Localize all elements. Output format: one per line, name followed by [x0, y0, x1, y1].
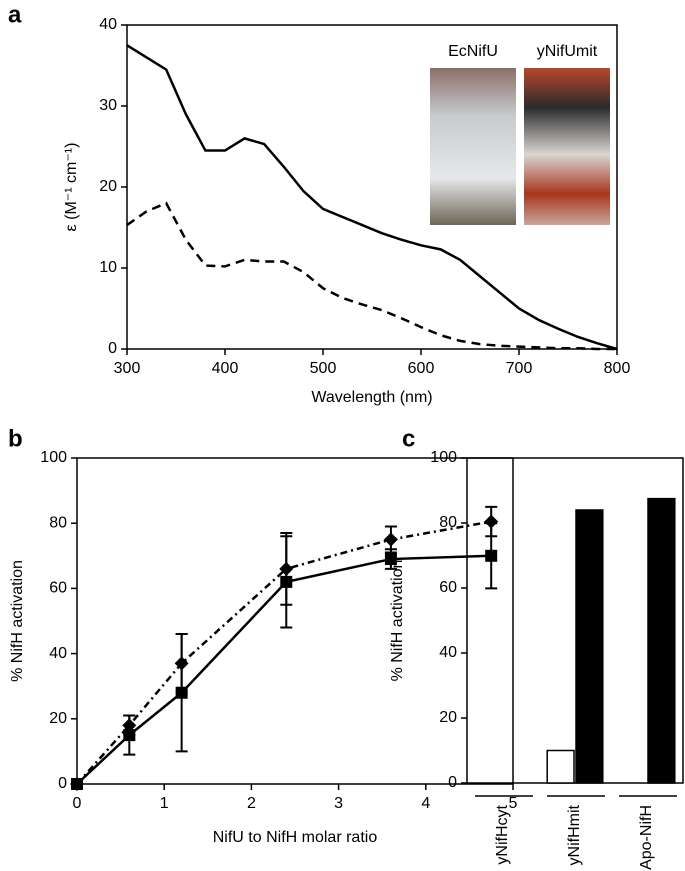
- y-tick-label: 0: [108, 340, 117, 357]
- marker: [383, 532, 398, 547]
- y-tick-label: 100: [40, 449, 67, 466]
- marker: [384, 553, 397, 566]
- x-tick-label: 400: [212, 360, 239, 377]
- y-tick-label: 60: [49, 580, 67, 597]
- marker: [70, 777, 84, 791]
- x-tick-label: 3: [334, 795, 343, 812]
- y-tick-label: 0: [448, 774, 457, 791]
- x-tick-label: 500: [310, 360, 337, 377]
- panel-label: b: [8, 425, 23, 452]
- data-line: [76, 520, 492, 785]
- y-tick-label: 60: [439, 579, 457, 596]
- plot-frame: [76, 457, 514, 785]
- y-axis-label: % NifH activation: [389, 560, 406, 682]
- photo-ecnifu: [430, 68, 516, 225]
- marker: [174, 656, 189, 671]
- y-tick-label: 40: [49, 645, 67, 662]
- marker: [279, 561, 294, 576]
- x-tick-label: yNifHmit: [566, 804, 583, 865]
- x-axis-label: Wavelength (nm): [311, 389, 432, 406]
- y-tick-label: 20: [99, 178, 117, 195]
- x-tick-label: 0: [73, 795, 82, 812]
- data-line: [126, 201, 617, 351]
- x-tick-label: 4: [421, 795, 430, 812]
- y-tick-label: 100: [430, 449, 457, 466]
- x-tick-label: 800: [604, 360, 631, 377]
- inset-label: yNifUmit: [537, 43, 598, 60]
- x-tick-label: 2: [247, 795, 256, 812]
- x-tick-label: 300: [114, 360, 141, 377]
- plot-frame: [466, 457, 684, 784]
- x-tick-label: 1: [160, 795, 169, 812]
- y-tick-label: 0: [58, 775, 67, 792]
- marker: [485, 549, 498, 562]
- bar: [647, 497, 676, 784]
- y-tick-label: 80: [49, 514, 67, 531]
- photo-ynifumit: [524, 68, 610, 225]
- marker: [484, 514, 499, 529]
- y-tick-label: 40: [439, 644, 457, 661]
- bar: [546, 749, 575, 784]
- x-tick-label: 700: [506, 360, 533, 377]
- data-line: [126, 44, 618, 351]
- panel-label: a: [8, 1, 22, 28]
- y-tick-label: 40: [99, 16, 117, 33]
- x-axis-label: NifU to NifH molar ratio: [213, 829, 378, 846]
- y-tick-label: 20: [49, 710, 67, 727]
- panel-label: c: [402, 425, 415, 452]
- marker: [122, 718, 137, 733]
- data-line: [76, 554, 492, 785]
- y-tick-label: 20: [439, 709, 457, 726]
- bar: [575, 509, 604, 784]
- y-tick-label: 30: [99, 97, 117, 114]
- inset-label: EcNifU: [448, 43, 498, 60]
- y-tick-label: 80: [439, 514, 457, 531]
- y-axis-label: % NifH activation: [9, 560, 26, 682]
- y-axis-label: ε (M⁻¹ cm⁻¹): [63, 143, 80, 232]
- x-tick-label: 600: [408, 360, 435, 377]
- x-tick-label: 5: [509, 795, 518, 812]
- x-tick-label: Apo-NifH: [638, 805, 655, 870]
- x-tick-label: yNifHcyt: [494, 804, 511, 864]
- y-tick-label: 10: [99, 259, 117, 276]
